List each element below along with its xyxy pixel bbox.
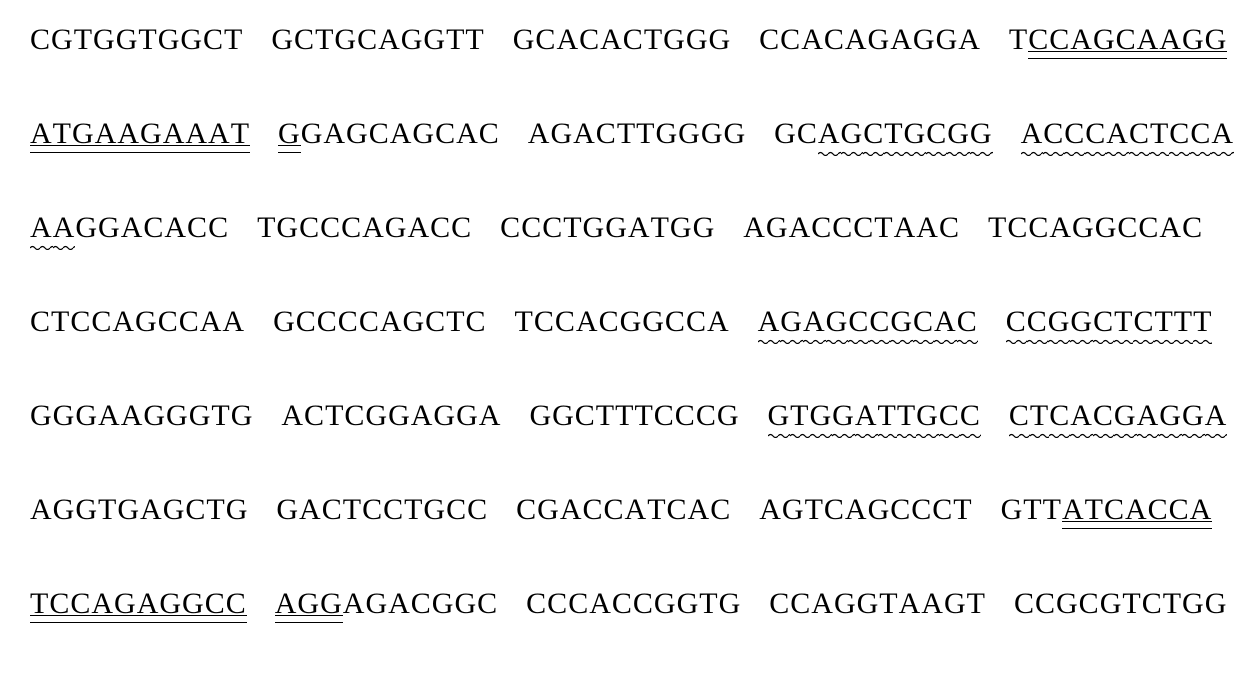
sequence-block: ATGAAGAAAT <box>30 117 250 150</box>
sequence-blocks: CGTGGTGGCT GCTGCAGGTT GCACACTGGG CCACAGAGGA… <box>30 23 1240 56</box>
sequence-block: CCCACCGGTG <box>526 587 741 620</box>
sequence-block: GCTGCAGGTT <box>271 23 484 56</box>
sequence-row: GGGAAGGGTG ACTCGGAGGA GGCTTTCCCG GTGGATTGCC… <box>30 396 1210 432</box>
sequence-block: AGGAGACGGC <box>275 587 498 620</box>
sequence-block: TCCACGGCCA <box>515 305 730 338</box>
sequence-block: GGGAAGGGTG <box>30 399 253 432</box>
sequence-row: AAGGACACC TGCCCAGACC CCCTGGATGG AGACCCTAAC T… <box>30 208 1210 244</box>
sequence-blocks: AGGTGAGCTG GACTCCTGCC CGACCATCAC AGTCAGCCCT… <box>30 493 1240 526</box>
sequence-block: GTTATCACCA <box>1001 493 1213 526</box>
sequence-block: ACTCGGAGGA <box>281 399 501 432</box>
sequence-block: TCCAGAGGCC <box>30 587 247 620</box>
sequence-blocks: AAGGACACC TGCCCAGACC CCCTGGATGG AGACCCTAAC T… <box>30 211 1231 244</box>
sequence-block: AGAGCCGCAC <box>758 305 978 338</box>
sequence-row: AGGTGAGCTG GACTCCTGCC CGACCATCAC AGTCAGCCCT… <box>30 490 1210 526</box>
sequence-block: AGGTGAGCTG <box>30 493 248 526</box>
sequence-block: TCCAGCAAGG <box>1009 23 1227 56</box>
sequence-block: GCCCCAGCTC <box>273 305 486 338</box>
sequence-block: TGCCCAGACC <box>257 211 472 244</box>
sequence-block: CGTGGTGGCT <box>30 23 243 56</box>
sequence-row: TCCAGAGGCC AGGAGACGGC CCCACCGGTG CCAGGTAAGT… <box>30 584 1210 620</box>
sequence-block: GGCTTTCCCG <box>529 399 739 432</box>
sequence-block: CTCCAGCCAA <box>30 305 245 338</box>
sequence-block: GCAGCTGCGG <box>774 117 992 150</box>
sequence-block: CGACCATCAC <box>516 493 731 526</box>
sequence-block: AAGGACACC <box>30 211 229 244</box>
sequence-row: CGTGGTGGCT GCTGCAGGTT GCACACTGGG CCACAGAGGA… <box>30 20 1210 56</box>
sequence-container: CGTGGTGGCT GCTGCAGGTT GCACACTGGG CCACAGAGGA… <box>30 20 1210 620</box>
sequence-block: CCAGGTAAGT <box>769 587 986 620</box>
sequence-block: CCGGCTCTTT <box>1006 305 1213 338</box>
sequence-block: AGACTTGGGG <box>528 117 746 150</box>
sequence-blocks: TCCAGAGGCC AGGAGACGGC CCCACCGGTG CCAGGTAAGT… <box>30 587 1240 620</box>
sequence-blocks: CTCCAGCCAA GCCCCAGCTC TCCACGGCCA AGAGCCGCAC… <box>30 305 1240 338</box>
sequence-block: CCGCGTCTGG <box>1014 587 1227 620</box>
sequence-block: GGAGCAGCAC <box>278 117 500 150</box>
sequence-block: CTCACGAGGA <box>1009 399 1227 432</box>
sequence-block: GCACACTGGG <box>513 23 731 56</box>
sequence-block: GTGGATTGCC <box>768 399 981 432</box>
sequence-block: TCCAGGCCAC <box>988 211 1203 244</box>
sequence-block: CCACAGAGGA <box>759 23 981 56</box>
sequence-blocks: GGGAAGGGTG ACTCGGAGGA GGCTTTCCCG GTGGATTGCC… <box>30 399 1240 432</box>
sequence-block: CCCTGGATGG <box>500 211 715 244</box>
sequence-row: CTCCAGCCAA GCCCCAGCTC TCCACGGCCA AGAGCCGCAC… <box>30 302 1210 338</box>
sequence-row: ATGAAGAAAT GGAGCAGCAC AGACTTGGGG GCAGCTGCGG… <box>30 114 1210 150</box>
sequence-blocks: ATGAAGAAAT GGAGCAGCAC AGACTTGGGG GCAGCTGCGG… <box>30 117 1240 150</box>
sequence-block: AGACCCTAAC <box>743 211 960 244</box>
sequence-block: ACCCACTCCA <box>1021 117 1234 150</box>
sequence-block: AGTCAGCCCT <box>759 493 972 526</box>
sequence-block: GACTCCTGCC <box>276 493 488 526</box>
